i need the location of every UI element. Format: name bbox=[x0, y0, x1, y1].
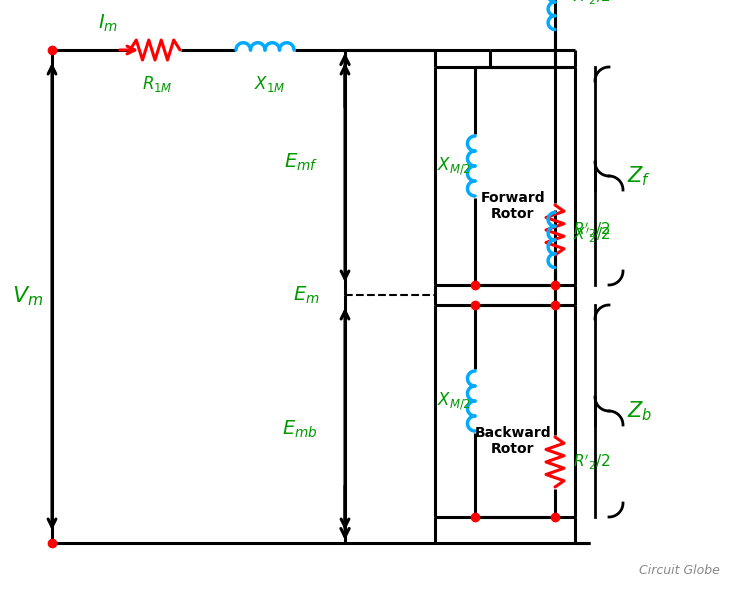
Text: $X_{M/2}$: $X_{M/2}$ bbox=[437, 390, 471, 412]
Text: $E_{mb}$: $E_{mb}$ bbox=[283, 418, 318, 440]
Text: $X_{M/2}$: $X_{M/2}$ bbox=[437, 155, 471, 177]
Text: $E_{mf}$: $E_{mf}$ bbox=[284, 152, 318, 173]
Text: $R'_{2}/2$: $R'_{2}/2$ bbox=[573, 452, 610, 472]
Text: $V_m$: $V_m$ bbox=[12, 284, 44, 308]
Text: Forward
Rotor: Forward Rotor bbox=[481, 191, 545, 221]
Text: $Z_b$: $Z_b$ bbox=[627, 399, 652, 423]
Text: $X_{1M}$: $X_{1M}$ bbox=[254, 74, 286, 94]
Text: $E_m$: $E_m$ bbox=[293, 284, 320, 306]
Text: $X'_{2}/2$: $X'_{2}/2$ bbox=[573, 0, 610, 7]
Text: $Z_f$: $Z_f$ bbox=[627, 164, 651, 188]
Text: Circuit Globe: Circuit Globe bbox=[639, 564, 720, 577]
Text: $R'_{2}/2$: $R'_{2}/2$ bbox=[573, 220, 610, 240]
Text: $X'_{2}/2$: $X'_{2}/2$ bbox=[573, 226, 610, 245]
Text: $R_{1M}$: $R_{1M}$ bbox=[142, 74, 172, 94]
Text: Backward
Rotor: Backward Rotor bbox=[475, 426, 551, 456]
Text: $I_m$: $I_m$ bbox=[98, 12, 118, 34]
